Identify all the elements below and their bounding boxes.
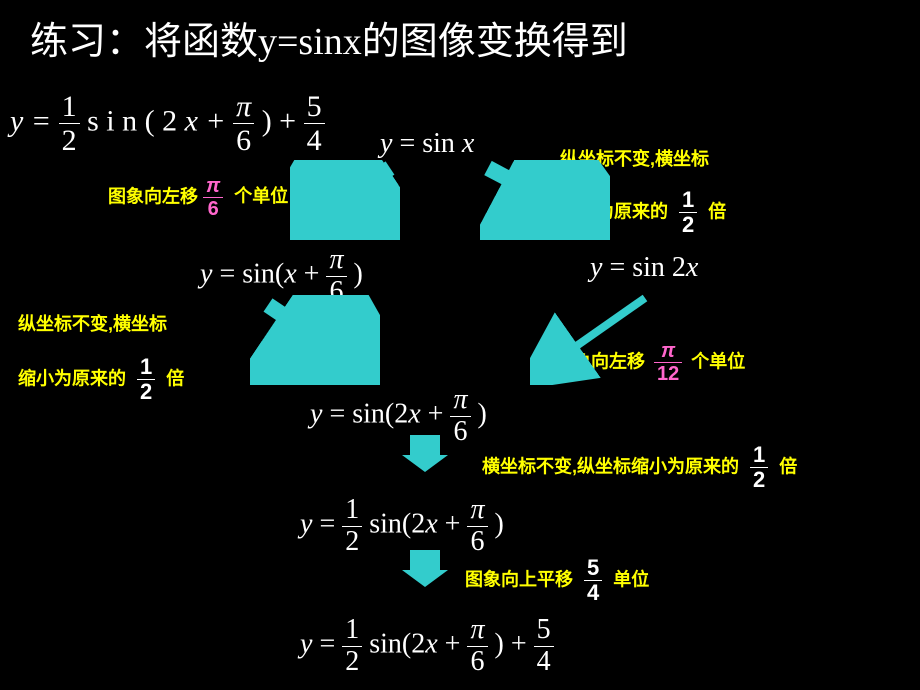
arrow-down-1 [400,430,450,475]
arrow-right-1 [480,160,610,240]
formula-final: y = 12 sin(2x + π6 ) + 54 [300,615,554,678]
target-formula: y = 12 s i n ( 2 x + π6 ) + 54 [10,90,325,157]
formula-step0: y = sin x [380,128,474,160]
annotation-left-2a: 纵坐标不变,横坐标 [18,310,167,336]
arrow-left-2 [250,295,380,385]
page-title: 练习：将函数y=sinx的图像变换得到 [30,10,628,65]
annotation-down-2: 图象向上平移 54 单位 [465,556,649,605]
arrow-right-2 [530,290,660,385]
annotation-left-2b: 缩小为原来的 12 倍 [18,355,184,404]
formula-right-1: y = sin 2x [590,252,698,284]
annotation-left-shift: 图象向左移 π6 个单位 [108,175,288,220]
formula-merge: y = sin(2x + π6 ) [310,385,487,448]
arrow-left-1 [290,160,400,240]
annotation-down-1: 横坐标不变,纵坐标缩小为原来的 12 倍 [482,443,797,492]
arrow-down-2 [400,545,450,590]
